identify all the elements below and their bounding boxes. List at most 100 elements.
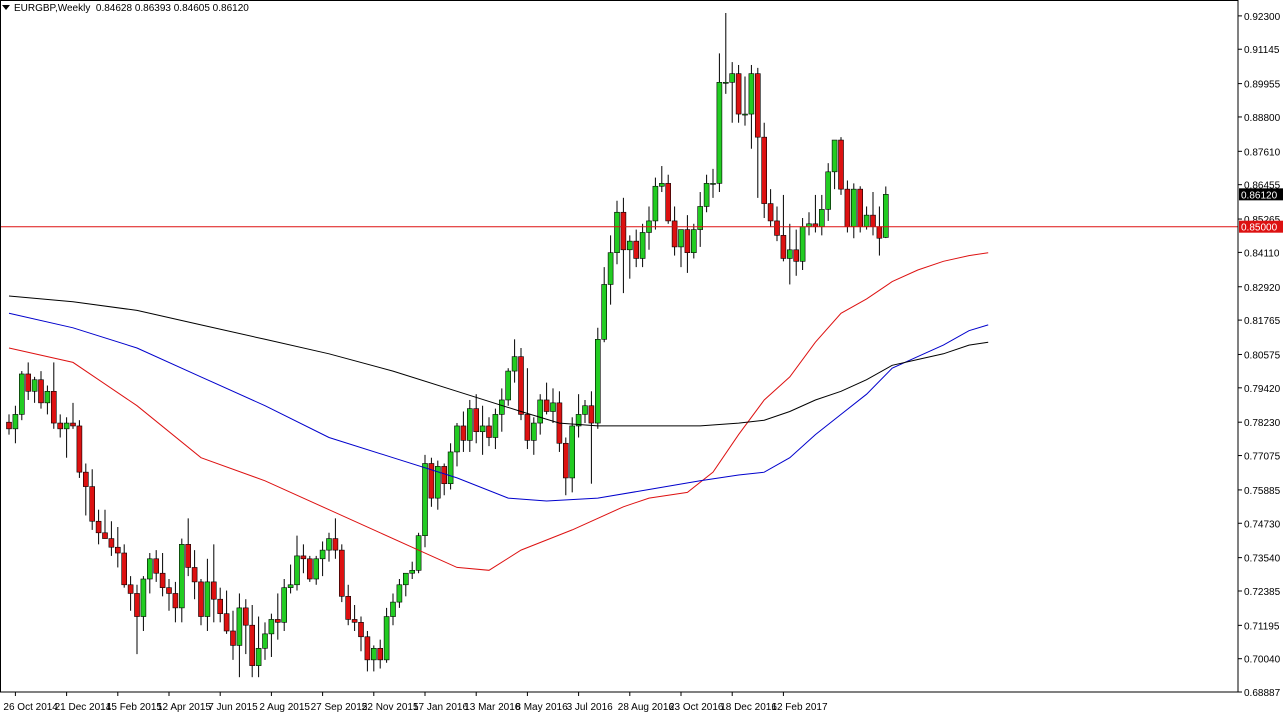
candle-body xyxy=(614,211,620,253)
candle xyxy=(594,327,601,429)
candle xyxy=(537,394,544,435)
candle xyxy=(850,183,857,239)
candle xyxy=(249,604,255,678)
candle xyxy=(518,347,524,421)
candle xyxy=(876,206,883,256)
candle xyxy=(313,555,320,585)
x-tick-label: 8 May 2016 xyxy=(515,702,568,713)
candle xyxy=(646,206,652,250)
x-tick-label: 28 Aug 2016 xyxy=(618,702,675,713)
candle xyxy=(793,229,800,276)
candle xyxy=(6,414,12,435)
candle xyxy=(159,553,166,597)
candle-body xyxy=(498,399,505,415)
candle-body xyxy=(76,425,83,473)
candle-body xyxy=(230,630,236,646)
y-tick-label: 0.89955 xyxy=(1244,80,1281,91)
candle-body xyxy=(601,284,608,340)
candle xyxy=(614,200,620,265)
candle xyxy=(204,558,211,631)
candle xyxy=(274,593,281,640)
candle xyxy=(140,576,147,631)
candle-body xyxy=(121,552,127,586)
candle-body xyxy=(383,616,390,661)
candle xyxy=(882,186,889,239)
y-tick-label: 0.88800 xyxy=(1244,113,1281,124)
moving-averages-layer xyxy=(8,252,989,571)
candle-body xyxy=(6,421,12,430)
candle-body xyxy=(569,425,576,479)
candle-body xyxy=(313,558,320,580)
candle xyxy=(620,197,627,294)
candle xyxy=(364,630,371,672)
candle xyxy=(569,417,576,493)
moving-average-line-2 xyxy=(8,312,989,502)
y-tick-label: 0.75885 xyxy=(1244,486,1281,497)
candle-body xyxy=(409,570,416,574)
candle xyxy=(543,382,550,415)
candle-body xyxy=(543,399,550,412)
candle-body xyxy=(716,82,723,184)
candle xyxy=(300,544,307,574)
candle-body xyxy=(537,399,544,424)
candle xyxy=(223,590,230,634)
price-axis[interactable]: 0.92300 0.91145 0.89955 0.88800 0.87610 0.864… xyxy=(1238,12,1283,699)
candle xyxy=(466,399,473,452)
dropdown-triangle-icon[interactable] xyxy=(2,5,10,10)
candle-body xyxy=(863,214,870,227)
y-tick-label: 0.84110 xyxy=(1244,248,1280,259)
candle xyxy=(454,423,460,467)
candle-body xyxy=(588,405,595,424)
y-tick-label: 0.85265 xyxy=(1244,215,1281,226)
candle xyxy=(134,584,140,655)
candle-body xyxy=(134,593,140,617)
candle xyxy=(806,212,812,236)
candle xyxy=(268,613,275,657)
candle xyxy=(243,599,249,655)
y-tick-label: 0.82920 xyxy=(1244,283,1281,294)
candle xyxy=(498,388,505,432)
x-tick-label: 2 Aug 2015 xyxy=(259,702,310,713)
x-tick-label: 15 Feb 2015 xyxy=(106,702,163,713)
chart-header: EURGBP,Weekly 0.84628 0.86393 0.84605 0.… xyxy=(2,3,249,14)
candle-body xyxy=(505,370,512,401)
candle-body xyxy=(786,249,793,259)
candle-body xyxy=(50,390,57,424)
candle xyxy=(754,67,761,198)
candle-body xyxy=(57,422,64,430)
candle xyxy=(262,622,268,660)
candle-body xyxy=(460,425,467,441)
candle-body xyxy=(89,486,95,522)
candle xyxy=(735,64,742,123)
candle-body xyxy=(479,425,486,433)
candle-body xyxy=(102,532,108,539)
candle-body xyxy=(780,235,787,259)
candle-body xyxy=(217,598,223,614)
candle-body xyxy=(447,451,454,485)
candle-body xyxy=(767,203,774,222)
candle-body xyxy=(665,183,672,222)
x-tick-label: 7 Jun 2015 xyxy=(208,702,258,713)
candle xyxy=(658,166,665,193)
candle xyxy=(780,194,787,262)
candle xyxy=(147,553,153,594)
candle xyxy=(441,463,448,496)
candle-body xyxy=(518,356,524,415)
candle xyxy=(748,64,755,149)
candle xyxy=(83,463,89,516)
candle xyxy=(306,555,313,582)
candle-body xyxy=(281,587,288,623)
candle-body xyxy=(83,471,89,487)
candle xyxy=(294,535,300,591)
y-tick-label: 0.87610 xyxy=(1244,147,1281,158)
candle-body xyxy=(153,558,159,574)
candle-body xyxy=(434,466,441,499)
candle xyxy=(665,174,672,224)
candle xyxy=(191,550,198,600)
candle-body xyxy=(454,425,460,453)
candle-body xyxy=(562,442,569,479)
candle xyxy=(460,411,467,452)
x-tick-label: 22 Nov 2015 xyxy=(362,702,419,713)
